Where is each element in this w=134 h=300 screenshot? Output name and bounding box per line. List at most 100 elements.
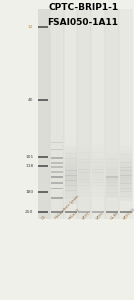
Bar — [106, 144, 118, 145]
Bar — [106, 155, 118, 157]
Bar — [106, 142, 118, 144]
Bar — [120, 187, 132, 188]
Bar — [64, 153, 77, 155]
Bar — [92, 148, 104, 150]
Bar — [78, 195, 90, 197]
Text: HeLa whole lysate: HeLa whole lysate — [54, 195, 80, 220]
Text: MCF7: MCF7 — [95, 211, 105, 220]
Bar — [78, 155, 90, 157]
Bar — [78, 158, 90, 160]
Bar — [92, 178, 104, 180]
Bar — [106, 177, 118, 178]
Bar — [106, 145, 118, 147]
Bar — [92, 172, 104, 174]
Bar — [51, 197, 63, 200]
Bar — [78, 179, 90, 181]
Bar — [64, 196, 77, 197]
Bar — [64, 164, 77, 166]
Bar — [92, 164, 104, 165]
Bar — [64, 185, 77, 188]
Bar — [119, 9, 133, 219]
Bar — [78, 174, 90, 176]
Bar — [64, 138, 77, 140]
Bar — [92, 167, 104, 168]
Bar — [50, 9, 64, 219]
Bar — [78, 162, 90, 164]
Bar — [92, 154, 104, 155]
Bar — [64, 201, 77, 203]
Bar — [106, 176, 118, 178]
Bar — [78, 157, 90, 158]
Bar — [120, 151, 132, 153]
Bar — [78, 171, 90, 172]
Bar — [92, 145, 104, 147]
Bar — [120, 162, 132, 164]
Bar — [106, 181, 118, 183]
Bar — [78, 167, 90, 168]
Bar — [78, 149, 90, 151]
Bar — [38, 211, 48, 213]
Bar — [92, 211, 104, 213]
Bar — [120, 146, 132, 148]
Bar — [92, 188, 104, 190]
Bar — [106, 171, 118, 172]
Bar — [91, 9, 105, 219]
Bar — [64, 167, 77, 169]
Bar — [51, 211, 63, 213]
Bar — [106, 162, 118, 164]
Bar — [106, 191, 118, 193]
Bar — [120, 175, 132, 177]
Bar — [64, 194, 77, 196]
Bar — [92, 187, 104, 188]
Bar — [120, 159, 132, 161]
Bar — [106, 157, 118, 158]
Bar — [38, 156, 48, 158]
Bar — [92, 181, 104, 183]
Bar — [51, 162, 63, 164]
Bar — [120, 178, 132, 181]
Bar — [78, 151, 90, 152]
Bar — [92, 155, 104, 157]
Bar — [92, 190, 104, 191]
Bar — [78, 191, 90, 193]
Bar — [64, 152, 77, 154]
Bar — [120, 191, 132, 194]
Bar — [106, 159, 118, 161]
Bar — [106, 165, 118, 167]
Bar — [92, 142, 104, 144]
Text: 250: 250 — [25, 210, 34, 214]
Bar — [38, 9, 133, 219]
Bar — [78, 169, 90, 171]
Bar — [106, 188, 118, 190]
Bar — [51, 166, 63, 168]
Bar — [92, 158, 104, 160]
Bar — [78, 194, 90, 196]
Bar — [92, 151, 104, 152]
Bar — [51, 188, 63, 189]
Bar — [78, 152, 90, 154]
Bar — [64, 142, 77, 144]
Bar — [51, 176, 63, 178]
Bar — [106, 158, 118, 160]
Bar — [64, 150, 77, 152]
Bar — [38, 165, 48, 167]
Bar — [78, 145, 90, 147]
Bar — [78, 148, 90, 150]
Bar — [78, 190, 90, 191]
Bar — [64, 182, 77, 184]
Bar — [120, 161, 132, 163]
Text: 40: 40 — [28, 98, 34, 102]
Bar — [92, 165, 104, 167]
Bar — [92, 171, 104, 172]
Bar — [92, 184, 104, 185]
Bar — [92, 191, 104, 193]
Bar — [106, 192, 118, 194]
Bar — [92, 174, 104, 176]
Bar — [120, 156, 132, 158]
Bar — [92, 177, 104, 178]
Bar — [64, 172, 77, 174]
Bar — [120, 167, 132, 169]
Bar — [64, 177, 77, 179]
Bar — [106, 164, 118, 165]
Bar — [51, 171, 63, 173]
